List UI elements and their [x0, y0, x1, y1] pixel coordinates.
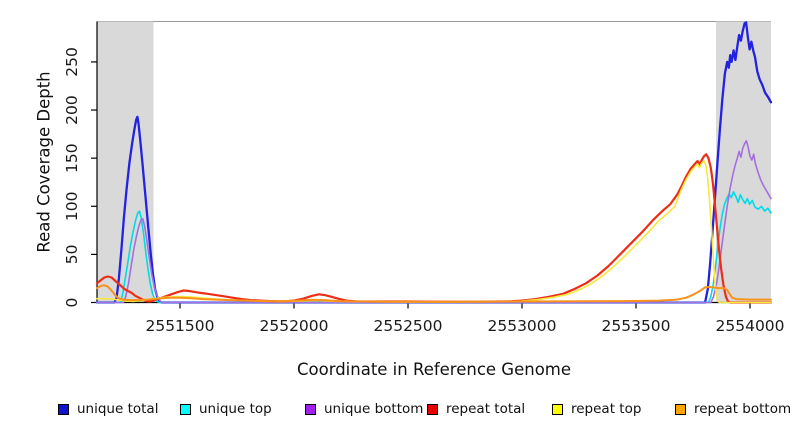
shaded-region: [716, 21, 771, 303]
legend-label-repeat-bottom: repeat bottom: [694, 401, 792, 417]
legend-swatch-repeat-bottom: [675, 403, 686, 415]
shaded-region: [97, 21, 154, 303]
x-tick-label: 2554000: [716, 317, 785, 335]
x-axis-title: Coordinate in Reference Genome: [296, 360, 572, 379]
y-tick-label: 100: [63, 191, 81, 221]
x-tick-label: 2552500: [373, 317, 442, 335]
series-line-unique-top: [96, 191, 772, 304]
legend-swatch-repeat-top: [552, 403, 563, 415]
legend-item-unique-top: unique top: [180, 401, 272, 417]
y-tick-label: 50: [63, 245, 81, 265]
legend-item-repeat-total: repeat total: [427, 401, 526, 417]
legend-label-unique-top: unique top: [199, 401, 272, 417]
x-tick-label: 2553000: [487, 317, 556, 335]
coverage-plot: 2551500 2552000 2552500 2553000 2553500 25540…: [63, 21, 785, 335]
legend-swatch-repeat-total: [427, 403, 438, 415]
legend-swatch-unique-top: [180, 403, 191, 415]
y-tick-label: 0: [63, 298, 81, 308]
series-line-repeat-total: [95, 153, 773, 304]
series-line-unique-total: [95, 21, 773, 304]
x-tick-label: 2551500: [145, 317, 214, 335]
series-line-unique-bottom: [96, 140, 772, 304]
legend-swatch-unique-total: [58, 403, 69, 415]
legend-swatch-unique-bottom: [305, 403, 316, 415]
y-tick-label: 250: [63, 47, 81, 77]
legend-item-unique-bottom: unique bottom: [305, 401, 424, 417]
legend-label-repeat-top: repeat top: [571, 401, 642, 417]
y-axis-title: Read Coverage Depth: [34, 71, 54, 253]
x-tick-label: 2552000: [259, 317, 328, 335]
legend-label-unique-total: unique total: [77, 401, 159, 417]
legend-label-unique-bottom: unique bottom: [324, 401, 424, 417]
series-line-repeat-top: [96, 160, 772, 304]
y-tick-label: 200: [63, 95, 81, 125]
legend: unique total unique top unique bottom repea…: [0, 400, 792, 420]
legend-item-unique-total: unique total: [58, 401, 159, 417]
y-tick-label: 150: [63, 143, 81, 173]
series-line-repeat-bottom: [96, 284, 772, 303]
x-tick-label: 2553500: [602, 317, 671, 335]
legend-item-repeat-top: repeat top: [552, 401, 642, 417]
legend-item-repeat-bottom: repeat bottom: [675, 401, 792, 417]
legend-label-repeat-total: repeat total: [446, 401, 526, 417]
